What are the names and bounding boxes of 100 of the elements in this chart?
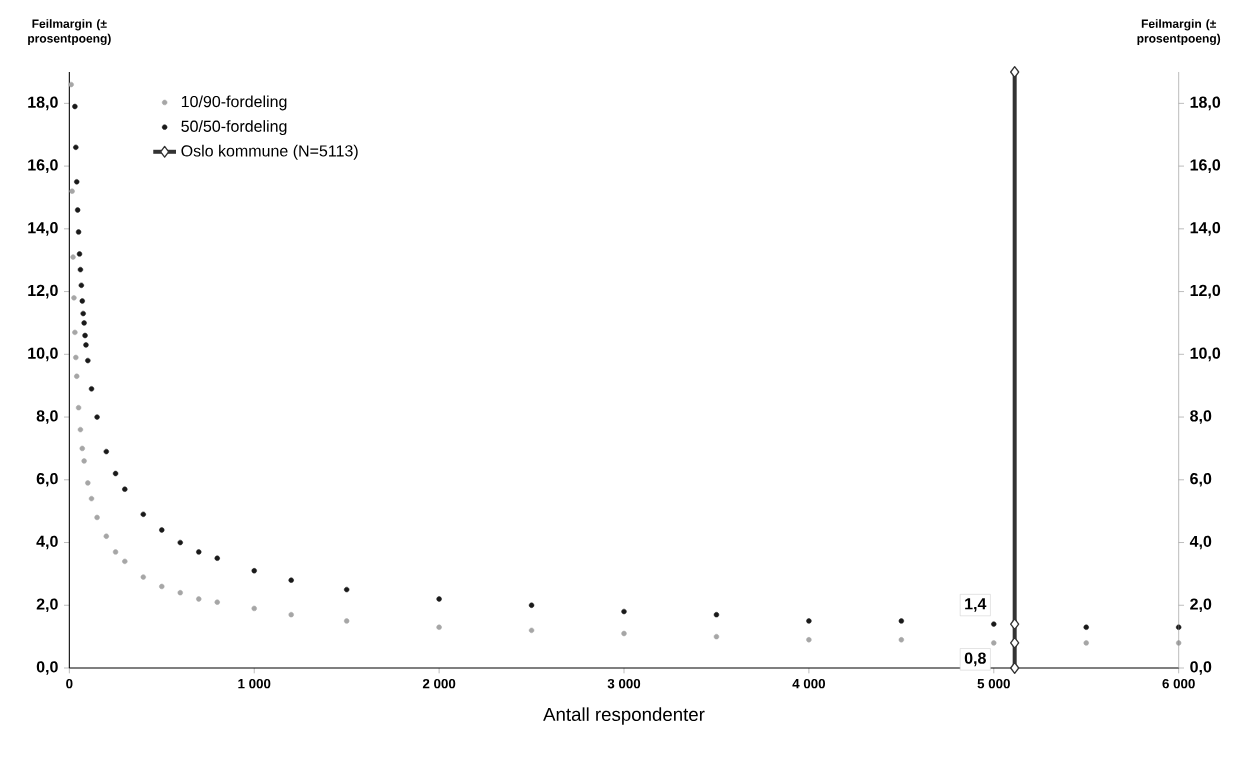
point — [140, 511, 146, 517]
point — [344, 618, 350, 624]
point — [159, 583, 165, 590]
point — [75, 404, 82, 411]
point — [71, 295, 77, 301]
point — [79, 298, 85, 304]
y-tick-label: 8,0 — [36, 410, 58, 424]
point — [991, 621, 997, 627]
point — [159, 527, 165, 533]
y2-tick-label: 0,0 — [1190, 661, 1212, 675]
x-tick-label: 2 000 — [422, 678, 456, 689]
point — [74, 373, 80, 379]
point — [436, 624, 442, 630]
data-label: 0,8 — [964, 652, 986, 667]
point — [103, 533, 109, 539]
point — [81, 320, 87, 326]
point — [621, 630, 627, 637]
y-tick-label: 2,0 — [36, 598, 58, 613]
point — [103, 448, 109, 455]
point — [806, 637, 812, 643]
point — [94, 414, 100, 420]
point — [122, 486, 128, 492]
point — [528, 627, 535, 634]
y-tick-label: 10,0 — [28, 347, 58, 362]
y-tick-label: 18,0 — [28, 96, 58, 111]
point — [528, 602, 535, 608]
point — [76, 251, 83, 257]
y2-tick-label: 14,0 — [1190, 222, 1221, 236]
point — [177, 590, 183, 596]
point — [251, 568, 257, 574]
data-label: 1,4 — [965, 598, 987, 612]
x-tick-label: 6 000 — [1162, 678, 1195, 689]
legend-label: 50/50-fordeling — [181, 120, 287, 136]
point — [122, 558, 128, 565]
point — [214, 555, 220, 561]
point — [74, 179, 80, 185]
y-tick-label: 16,0 — [28, 159, 58, 173]
point — [177, 539, 183, 546]
point — [112, 549, 119, 555]
legend-label: Oslo kommune (N=5113) — [181, 144, 358, 160]
point — [78, 282, 85, 288]
point — [79, 445, 85, 452]
y-tick-label: 4,0 — [36, 535, 58, 550]
y2-tick-label: 8,0 — [1190, 410, 1212, 424]
point — [436, 596, 442, 602]
point — [1010, 65, 1020, 78]
y2-axis-title: Feilmargin (± prosentpoeng) — [1137, 19, 1221, 46]
point — [70, 254, 76, 260]
point — [1083, 640, 1089, 646]
y2-tick-label: 10,0 — [1190, 347, 1221, 362]
y-tick-label: 12,0 — [28, 284, 58, 299]
point — [1083, 624, 1089, 630]
x-tick-label: 5 000 — [977, 678, 1010, 689]
point — [196, 596, 202, 602]
point — [88, 386, 95, 392]
point — [69, 188, 75, 194]
y2-tick-label: 16,0 — [1190, 159, 1221, 173]
point — [991, 640, 997, 646]
x-tick-label: 0 — [66, 678, 73, 689]
point — [713, 612, 720, 618]
point — [214, 599, 220, 605]
x-tick-label: 4 000 — [792, 678, 826, 689]
point — [898, 618, 905, 624]
point — [196, 549, 202, 555]
y-tick-label: 14,0 — [28, 222, 58, 236]
point — [72, 103, 78, 110]
point — [72, 329, 78, 336]
point — [1010, 662, 1020, 674]
point — [74, 207, 81, 213]
point — [82, 332, 88, 339]
point — [251, 605, 257, 612]
point — [288, 612, 294, 618]
point — [83, 342, 89, 348]
y2-tick-label: 12,0 — [1190, 284, 1221, 299]
point — [77, 426, 84, 433]
y2-tick-label: 6,0 — [1190, 472, 1212, 487]
y2-tick-label: 2,0 — [1190, 598, 1212, 613]
point — [73, 144, 79, 150]
point — [140, 574, 146, 580]
x-tick-label: 3 000 — [607, 678, 641, 689]
point — [73, 354, 79, 361]
point — [88, 495, 95, 502]
point — [77, 266, 84, 273]
y-tick-label: 6,0 — [36, 472, 58, 487]
y-tick-label: 0,0 — [36, 661, 58, 675]
point — [80, 310, 86, 317]
point — [806, 618, 812, 624]
y2-tick-label: 4,0 — [1189, 535, 1212, 550]
point — [68, 81, 74, 88]
point — [85, 357, 91, 364]
point — [1176, 640, 1182, 646]
point — [94, 514, 100, 521]
point — [898, 637, 905, 643]
point — [344, 586, 350, 593]
point — [1176, 624, 1182, 630]
point — [81, 458, 87, 464]
point — [288, 577, 294, 583]
point — [713, 633, 720, 640]
x-tick-label: 1 000 — [238, 678, 271, 689]
point — [85, 480, 91, 486]
